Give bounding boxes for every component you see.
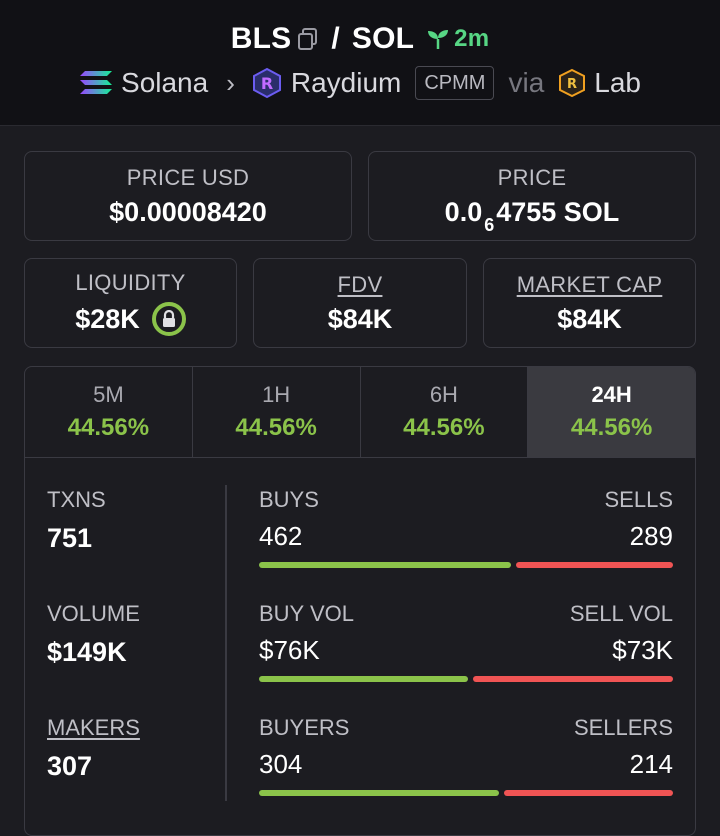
price-native-card: PRICE 0.0 6 4755 SOL <box>368 151 696 241</box>
tab-label: 6H <box>429 382 458 407</box>
tab-label: 5M <box>93 382 124 407</box>
volume-value: $149K <box>47 637 127 667</box>
buy-vol-bar-fill <box>259 676 468 682</box>
txns-block: TXNS 751 <box>47 487 106 554</box>
fdv-value: $84K <box>327 303 393 334</box>
volume-row: VOLUME $149K BUY VOL SELL VOL $76K $73K <box>25 601 695 711</box>
makers-label[interactable]: MAKERS <box>47 715 140 740</box>
buys-label: BUYS <box>259 487 319 512</box>
buyers-value: 304 <box>259 749 303 779</box>
buy-vol-label: BUY VOL <box>259 601 354 626</box>
buys-bar-fill <box>259 562 511 568</box>
fdv-label[interactable]: FDV <box>337 271 383 297</box>
pair-breadcrumb: Solana › R Raydium CPMM via R Lab <box>0 66 720 100</box>
lock-icon[interactable] <box>151 302 186 336</box>
price-usd-card: PRICE USD $0.00008420 <box>24 151 352 241</box>
dex-link[interactable]: Raydium <box>290 67 402 98</box>
sell-vol-label: SELL VOL <box>569 601 673 626</box>
sell-vol-value: $73K <box>612 635 673 665</box>
liquidity-card: LIQUIDITY $28K <box>24 258 237 348</box>
tab-24h[interactable]: 24H 44.56% <box>528 367 695 457</box>
tab-5m[interactable]: 5M 44.56% <box>25 367 193 457</box>
pair-age-value: 2m <box>454 25 490 52</box>
pair-age: 2m <box>426 25 489 53</box>
chevron-right-icon: › <box>226 67 235 98</box>
fdv-card: FDV $84K <box>253 258 467 348</box>
liquidity-value: $28K <box>75 303 140 334</box>
buy-sell-volume-block: BUY VOL SELL VOL $76K $73K <box>259 601 673 682</box>
copy-icon[interactable] <box>297 27 319 51</box>
price-native-prefix: 0.0 <box>444 196 483 227</box>
makers-row: MAKERS 307 BUYERS SELLERS 304 214 <box>25 715 695 825</box>
launchpad-icon: R <box>558 68 586 98</box>
makers-block: MAKERS 307 <box>47 715 140 782</box>
sellers-value: 214 <box>629 749 673 779</box>
pair-header: BLS / SOL 2m Solana › R Raydium <box>0 0 720 126</box>
tab-change: 44.56% <box>67 414 150 441</box>
sells-value: 289 <box>629 521 673 551</box>
pair-separator: / <box>331 22 340 55</box>
pool-type-badge: CPMM <box>415 66 495 100</box>
pair-title: BLS / SOL 2m <box>0 22 720 56</box>
txns-row: TXNS 751 BUYS SELLS 462 289 <box>25 487 695 597</box>
buyers-sellers-block: BUYERS SELLERS 304 214 <box>259 715 673 796</box>
tab-label: 1H <box>262 382 291 407</box>
token-symbol[interactable]: BLS <box>230 22 292 55</box>
svg-text:R: R <box>261 74 273 93</box>
metrics-grid: TXNS 751 BUYS SELLS 462 289 V <box>25 459 695 835</box>
timeframe-tabs: 5M 44.56% 1H 44.56% 6H 44.56% 24H 44.56% <box>25 367 695 458</box>
price-usd-value: $0.00008420 <box>109 196 267 227</box>
buy-vol-value: $76K <box>259 635 320 665</box>
via-label: via <box>508 67 545 98</box>
price-native-zero-count: 6 <box>484 214 495 235</box>
tab-1h[interactable]: 1H 44.56% <box>193 367 361 457</box>
buys-value: 462 <box>259 521 303 551</box>
volume-bar <box>259 676 673 682</box>
sellers-label: SELLERS <box>573 715 673 740</box>
svg-text:R: R <box>567 77 577 92</box>
buyers-label: BUYERS <box>259 715 350 740</box>
makers-value: 307 <box>47 751 93 781</box>
liquidity-value-row: $28K <box>75 302 186 336</box>
market-cap-value: $84K <box>557 303 622 334</box>
tab-6h[interactable]: 6H 44.56% <box>361 367 529 457</box>
chain-link[interactable]: Solana <box>121 67 209 98</box>
price-native-label: PRICE <box>497 164 567 190</box>
raydium-icon: R <box>251 67 283 99</box>
tab-change: 44.56% <box>235 414 317 441</box>
quote-symbol: SOL <box>351 22 415 55</box>
launchpad-link[interactable]: Lab <box>594 67 641 98</box>
buys-sells-bar <box>259 562 673 568</box>
buyers-sellers-bar <box>259 790 673 796</box>
price-native-value: 0.0 6 4755 SOL <box>444 196 620 235</box>
buyers-bar-fill <box>259 790 499 796</box>
tab-label: 24H <box>591 382 632 407</box>
sellers-bar-fill <box>504 790 673 796</box>
sells-bar-fill <box>516 562 673 568</box>
tab-change: 44.56% <box>570 414 653 441</box>
price-native-suffix: 4755 SOL <box>496 196 620 227</box>
buys-sells-block: BUYS SELLS 462 289 <box>259 487 673 568</box>
solana-icon <box>79 69 113 97</box>
market-cap-label[interactable]: MARKET CAP <box>516 271 663 297</box>
txns-value: 751 <box>47 523 93 553</box>
seedling-icon <box>428 30 449 49</box>
metrics-divider <box>225 485 227 801</box>
sell-vol-bar-fill <box>473 676 673 682</box>
volume-label: VOLUME <box>47 601 140 626</box>
price-usd-label: PRICE USD <box>126 164 250 190</box>
stats-panel: 5M 44.56% 1H 44.56% 6H 44.56% 24H 44.56%… <box>24 366 696 836</box>
liquidity-label: LIQUIDITY <box>75 270 186 295</box>
tab-change: 44.56% <box>403 414 485 441</box>
market-cap-card: MARKET CAP $84K <box>483 258 696 348</box>
volume-block: VOLUME $149K <box>47 601 140 668</box>
txns-label: TXNS <box>47 487 106 512</box>
sells-label: SELLS <box>604 487 674 512</box>
